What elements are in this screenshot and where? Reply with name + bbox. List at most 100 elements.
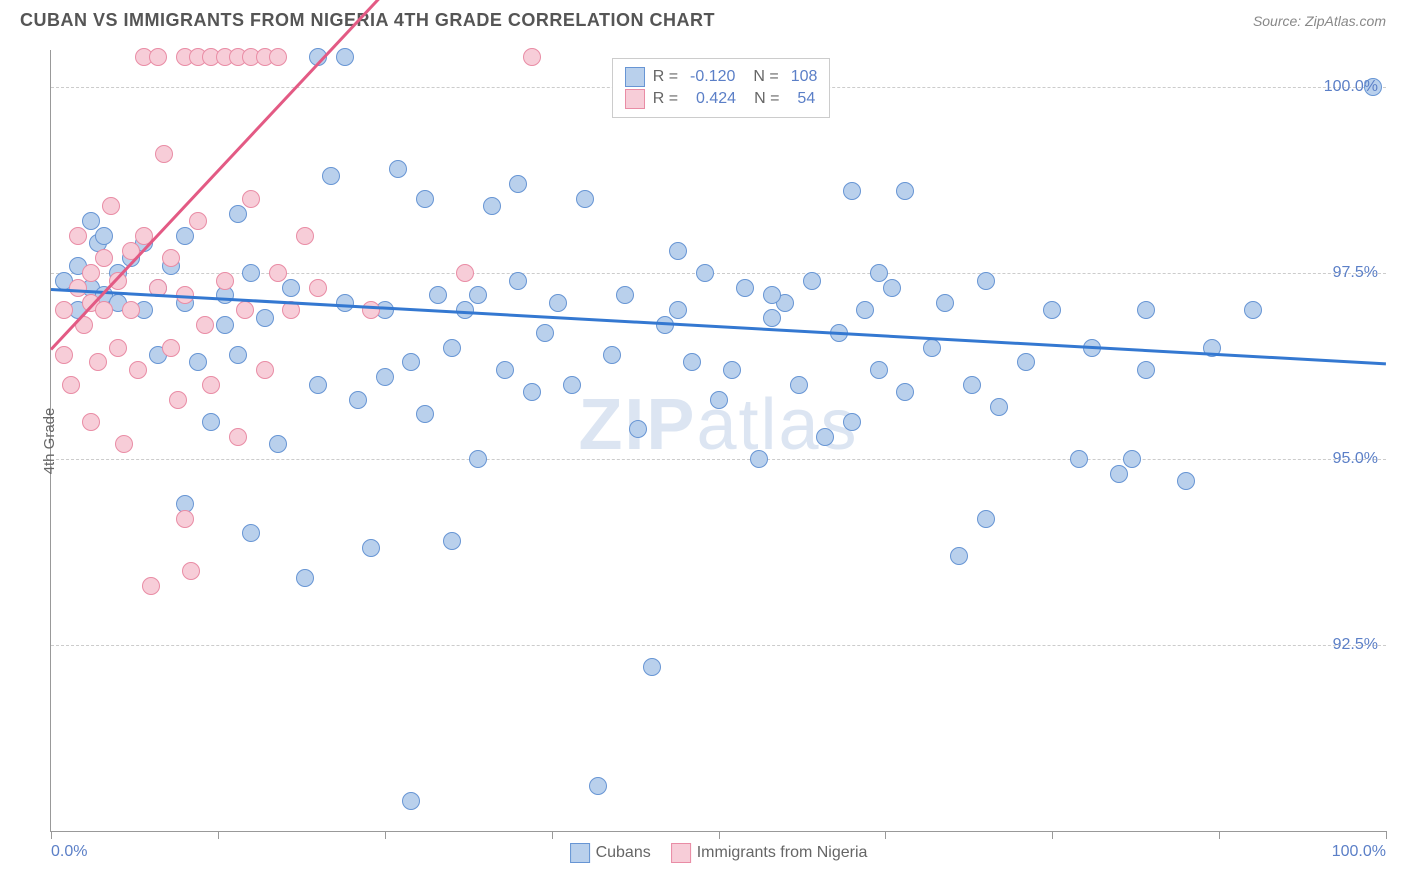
- data-point: [256, 309, 274, 327]
- y-tick-label: 92.5%: [1333, 636, 1378, 654]
- data-point: [149, 48, 167, 66]
- data-point: [1244, 301, 1262, 319]
- data-point: [803, 272, 821, 290]
- chart-header: CUBAN VS IMMIGRANTS FROM NIGERIA 4TH GRA…: [0, 0, 1406, 36]
- data-point: [723, 361, 741, 379]
- data-point: [176, 510, 194, 528]
- data-point: [362, 539, 380, 557]
- legend-swatch-nigeria: [625, 89, 645, 109]
- data-point: [349, 391, 367, 409]
- data-point: [896, 182, 914, 200]
- data-point: [990, 398, 1008, 416]
- data-point: [643, 658, 661, 676]
- data-point: [162, 249, 180, 267]
- data-point: [176, 227, 194, 245]
- data-point: [242, 264, 260, 282]
- data-point: [95, 301, 113, 319]
- chart-plot-area: ZIPatlas 4th Grade 0.0% 100.0% R = -0.12…: [50, 50, 1386, 832]
- data-point: [169, 391, 187, 409]
- data-point: [62, 376, 80, 394]
- data-point: [216, 316, 234, 334]
- data-point: [389, 160, 407, 178]
- data-point: [843, 413, 861, 431]
- data-point: [362, 301, 380, 319]
- data-point: [1043, 301, 1061, 319]
- data-point: [563, 376, 581, 394]
- legend-swatch-cubans: [625, 67, 645, 87]
- data-point: [669, 242, 687, 260]
- data-point: [710, 391, 728, 409]
- data-point: [122, 301, 140, 319]
- legend-row-cubans: R = -0.120 N = 108: [625, 67, 818, 87]
- data-point: [883, 279, 901, 297]
- data-point: [322, 167, 340, 185]
- data-point: [856, 301, 874, 319]
- data-point: [963, 376, 981, 394]
- data-point: [896, 383, 914, 401]
- data-point: [82, 212, 100, 230]
- data-point: [182, 562, 200, 580]
- data-point: [483, 197, 501, 215]
- data-point: [202, 376, 220, 394]
- legend-swatch-icon: [570, 843, 590, 863]
- data-point: [616, 286, 634, 304]
- data-point: [142, 577, 160, 595]
- data-point: [109, 339, 127, 357]
- data-point: [763, 309, 781, 327]
- data-point: [429, 286, 447, 304]
- legend-row-nigeria: R = 0.424 N = 54: [625, 89, 818, 109]
- data-point: [155, 145, 173, 163]
- data-point: [269, 435, 287, 453]
- data-point: [843, 182, 861, 200]
- data-point: [115, 435, 133, 453]
- data-point: [443, 532, 461, 550]
- data-point: [416, 190, 434, 208]
- data-point: [509, 175, 527, 193]
- data-point: [950, 547, 968, 565]
- data-point: [936, 294, 954, 312]
- data-point: [402, 792, 420, 810]
- data-point: [229, 346, 247, 364]
- data-point: [977, 510, 995, 528]
- x-axis-label-min: 0.0%: [51, 843, 87, 861]
- data-point: [129, 361, 147, 379]
- data-point: [603, 346, 621, 364]
- data-point: [736, 279, 754, 297]
- data-point: [242, 190, 260, 208]
- data-point: [89, 353, 107, 371]
- data-point: [1137, 361, 1155, 379]
- data-point: [1123, 450, 1141, 468]
- chart-title: CUBAN VS IMMIGRANTS FROM NIGERIA 4TH GRA…: [20, 10, 715, 31]
- data-point: [55, 346, 73, 364]
- data-point: [69, 279, 87, 297]
- data-point: [509, 272, 527, 290]
- data-point: [309, 279, 327, 297]
- data-point: [69, 227, 87, 245]
- data-point: [242, 524, 260, 542]
- series-legend: Cubans Immigrants from Nigeria: [570, 843, 868, 863]
- data-point: [469, 286, 487, 304]
- data-point: [269, 48, 287, 66]
- data-point: [576, 190, 594, 208]
- data-point: [296, 227, 314, 245]
- data-point: [229, 428, 247, 446]
- x-axis-label-max: 100.0%: [1332, 843, 1386, 861]
- data-point: [82, 413, 100, 431]
- data-point: [629, 420, 647, 438]
- data-point: [236, 301, 254, 319]
- trend-line: [51, 288, 1386, 365]
- data-point: [229, 205, 247, 223]
- data-point: [1017, 353, 1035, 371]
- data-point: [763, 286, 781, 304]
- data-point: [923, 339, 941, 357]
- data-point: [216, 272, 234, 290]
- y-axis-title: 4th Grade: [41, 407, 58, 474]
- data-point: [443, 339, 461, 357]
- data-point: [589, 777, 607, 795]
- data-point: [95, 249, 113, 267]
- chart-source: Source: ZipAtlas.com: [1253, 13, 1386, 29]
- data-point: [523, 383, 541, 401]
- legend-swatch-icon: [671, 843, 691, 863]
- data-point: [336, 48, 354, 66]
- data-point: [189, 212, 207, 230]
